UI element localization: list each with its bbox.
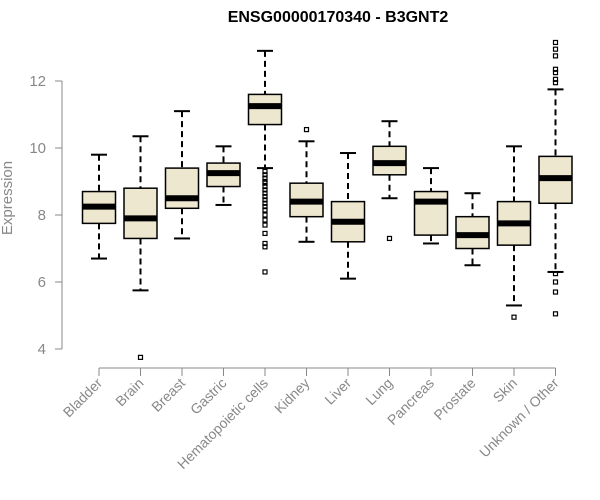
outlier-point: [262, 183, 268, 190]
outlier-point: [552, 39, 559, 46]
outlier-point: [262, 172, 268, 178]
box-hematopoietic-cells: [247, 49, 283, 275]
iqr-box: [123, 187, 158, 240]
box-pancreas: [413, 167, 449, 245]
outlier-point: [552, 70, 559, 76]
y-axis: 4 6 8 10 12: [29, 73, 63, 358]
outlier-point: [262, 244, 268, 250]
y-tick-label: 8: [38, 207, 46, 224]
outlier-point: [552, 80, 559, 86]
y-tick-label: 10: [29, 140, 46, 157]
outlier-point: [262, 190, 268, 196]
x-tick-label: Unknown / Other: [476, 375, 562, 461]
outlier-point: [262, 240, 268, 247]
box-bladder: [81, 153, 117, 260]
outlier-point: [262, 230, 268, 237]
box-lung: [372, 120, 407, 242]
outlier-point: [262, 269, 268, 275]
outlier-point: [137, 354, 144, 360]
outlier-point: [552, 46, 559, 52]
outlier-point: [262, 217, 268, 223]
y-tick-label: 12: [29, 73, 46, 90]
outlier-point: [262, 187, 268, 193]
box-gastric: [206, 145, 241, 206]
outlier-point: [552, 53, 559, 59]
outlier-point: [386, 235, 393, 242]
outlier-point: [303, 126, 310, 133]
outlier-point: [262, 204, 268, 210]
y-tick-label: 6: [38, 274, 46, 291]
outlier-point: [511, 314, 517, 320]
x-tick-label: Breast: [148, 375, 188, 415]
box-prostate: [455, 192, 490, 267]
chart-title: ENSG00000170340 - B3GNT2: [228, 9, 449, 26]
outlier-point: [262, 200, 268, 206]
outlier-point: [552, 271, 559, 277]
x-tick-label: Prostate: [430, 375, 478, 423]
x-tick-label: Lung: [362, 375, 395, 408]
outlier-point: [262, 193, 268, 200]
box-skin: [496, 145, 532, 320]
outlier-point: [552, 66, 559, 72]
outlier-point: [262, 212, 268, 218]
iqr-box: [247, 93, 283, 126]
box-kidney: [289, 126, 324, 243]
outlier-point: [552, 289, 559, 295]
x-tick-label: Skin: [490, 375, 521, 406]
y-axis-label: Expression: [0, 161, 16, 235]
outlier-point: [262, 168, 268, 175]
box-brain: [123, 135, 158, 360]
outlier-point: [552, 311, 559, 317]
x-tick-label: Kidney: [271, 375, 313, 417]
y-tick-label: 4: [38, 341, 46, 358]
x-tick-label: Brain: [112, 375, 146, 409]
box-liver: [330, 152, 366, 280]
outlier-point: [262, 180, 268, 186]
iqr-box: [413, 190, 449, 236]
outlier-point: [262, 207, 268, 213]
outlier-point: [552, 76, 559, 82]
iqr-box: [164, 167, 200, 210]
outlier-point: [262, 222, 268, 228]
box-unknown-other: [538, 39, 573, 317]
x-tick-label: Liver: [321, 375, 354, 408]
outlier-point: [262, 197, 268, 203]
box-breast: [164, 110, 200, 240]
x-tick-label: Bladder: [60, 375, 106, 421]
outlier-point: [262, 175, 268, 181]
outlier-point: [552, 279, 559, 285]
boxes-group: [81, 39, 573, 360]
